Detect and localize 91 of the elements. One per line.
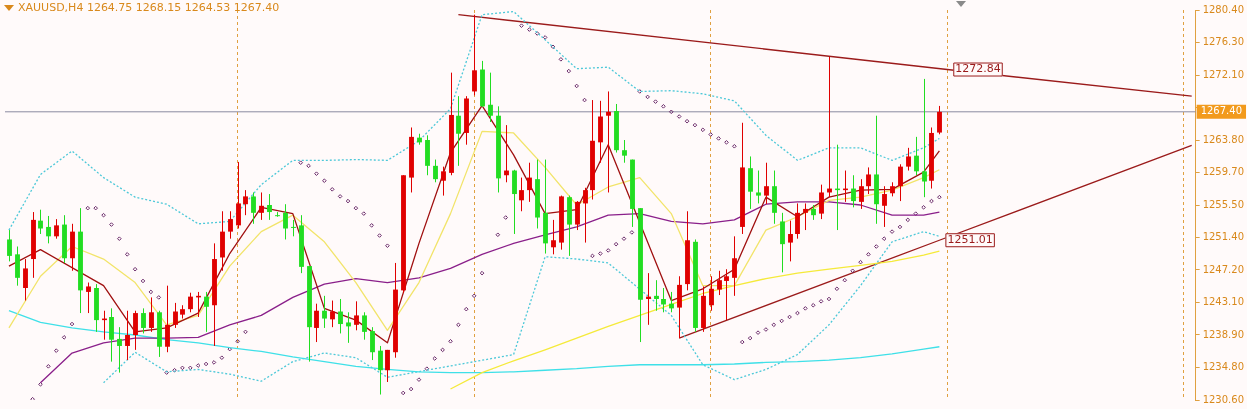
y-tick-label: 1272.10 [1202,68,1245,80]
candlestick [165,285,170,353]
candlestick [788,220,793,262]
candlestick [898,163,903,202]
candlestick [780,212,785,273]
candlestick [314,303,319,343]
candlestick [188,292,193,313]
candlestick [149,296,154,333]
candlestick [819,184,824,220]
candlestick [125,310,130,361]
candlestick [228,210,233,240]
y-tick-label: 1238.90 [1202,328,1245,340]
candlestick [519,177,524,212]
candlestick [236,161,241,229]
candlestick [259,191,264,221]
candlestick [117,326,122,374]
candlestick [575,200,580,231]
candlestick [803,202,808,231]
candlestick [551,219,556,255]
candlestick [756,170,761,204]
y-tick-label: 1247.20 [1202,263,1245,275]
y-tick-label: 1280.40 [1202,3,1245,15]
candlestick [851,174,856,208]
candlestick [622,139,627,164]
candlestick [677,275,682,339]
candlestick [322,295,327,329]
candlestick [362,311,367,341]
candlestick [606,90,611,193]
y-tick-label: 1243.10 [1202,295,1245,307]
line-series [102,230,941,384]
candlestick [267,193,272,221]
candlestick [330,300,335,328]
candlestick [433,159,438,183]
candlestick [882,185,887,228]
candlestick [109,307,114,363]
candlestick [488,72,493,123]
candlestick [914,136,919,176]
candlestick [906,147,911,172]
y-tick-label: 1230.60 [1202,393,1245,405]
candlestick [54,218,59,240]
candlestick [204,291,209,333]
candlestick [338,298,343,334]
candlestick [472,14,477,96]
y-tick-label: 1255.50 [1202,198,1245,210]
candlestick [764,162,769,205]
candlestick [717,270,722,296]
candlestick [173,302,178,329]
candlestick [456,95,461,167]
candlestick [748,155,753,210]
candlestick [583,187,588,244]
candlestick [724,268,729,321]
candlestick [709,275,714,312]
candlestick [15,246,20,287]
ref-line-label: 1267.40 [1200,105,1243,117]
candlestick [378,345,383,396]
y-tick-label: 1276.30 [1202,35,1245,47]
candlestick [86,282,91,314]
y-tick-label: 1259.70 [1202,165,1245,177]
candlestick [654,279,659,312]
candlestick [354,300,359,331]
line-series [8,10,941,231]
candlestick [133,310,138,351]
candlestick [795,202,800,240]
candlestick [243,189,248,216]
candlestick [385,349,390,383]
candlestick [7,229,12,262]
candlestick [732,235,737,297]
candlestick [661,287,666,313]
chart-title: XAUUSD,H4 1264.75 1268.15 1264.53 1267.40 [18,1,280,14]
series-label: 1272.84 [955,62,1001,76]
y-tick-label: 1234.80 [1202,360,1245,372]
candlestick [922,78,927,198]
series-label: 1251.01 [947,233,993,247]
candlestick [283,203,288,240]
candlestick [141,307,146,334]
candlestick [251,191,256,225]
candlestick [23,258,28,302]
y-tick-label: 1263.80 [1202,133,1245,145]
candlestick [38,209,43,235]
candlestick [346,311,351,344]
y-tick-label: 1251.40 [1202,230,1245,242]
candlestick [370,326,375,361]
candlestick [527,162,532,203]
candlestick [512,169,517,235]
candlestick [937,105,942,135]
candlestick [859,178,864,210]
candlestick [441,166,446,197]
candlestick [291,219,296,237]
candlestick [866,166,871,195]
candlestick [646,272,651,326]
candlestick [46,215,51,244]
